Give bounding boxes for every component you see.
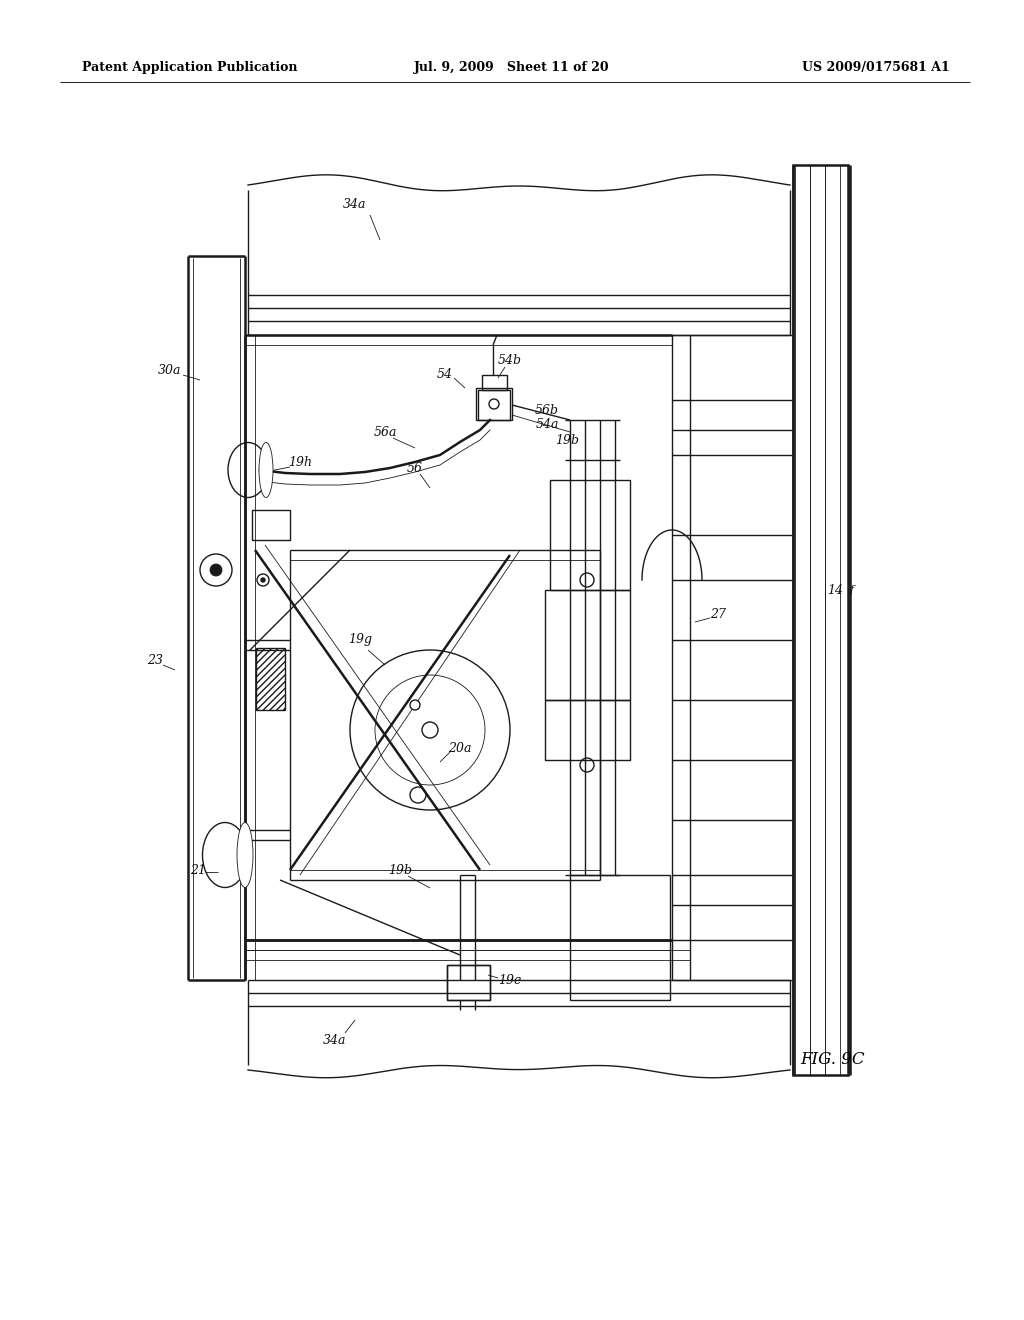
Circle shape — [422, 722, 438, 738]
Circle shape — [410, 700, 420, 710]
Bar — [447, 965, 490, 1001]
Text: Patent Application Publication: Patent Application Publication — [82, 62, 298, 74]
Bar — [570, 875, 670, 1001]
Ellipse shape — [237, 822, 253, 887]
Text: 19b: 19b — [555, 433, 579, 446]
Bar — [476, 388, 512, 420]
Bar — [478, 389, 510, 420]
Text: 20a: 20a — [449, 742, 472, 755]
Text: 19b: 19b — [388, 863, 412, 876]
Text: 34a: 34a — [324, 1034, 347, 1047]
Text: 14: 14 — [827, 583, 843, 597]
Bar — [256, 648, 285, 710]
Text: 21: 21 — [190, 863, 206, 876]
Bar — [252, 510, 290, 540]
Text: FIG. 9C: FIG. 9C — [800, 1052, 864, 1068]
Text: 54: 54 — [437, 368, 453, 381]
Text: 54a: 54a — [536, 418, 559, 432]
Text: 19e: 19e — [499, 974, 521, 986]
Text: 54b: 54b — [498, 354, 522, 367]
Text: 27: 27 — [710, 609, 726, 622]
Text: 19g: 19g — [348, 634, 372, 647]
Text: 19h: 19h — [288, 455, 312, 469]
Ellipse shape — [259, 442, 273, 498]
Text: f: f — [850, 585, 854, 595]
Text: 23: 23 — [147, 653, 163, 667]
Text: 56: 56 — [407, 462, 423, 474]
Text: Jul. 9, 2009   Sheet 11 of 20: Jul. 9, 2009 Sheet 11 of 20 — [414, 62, 610, 74]
Text: 34a: 34a — [343, 198, 367, 211]
Circle shape — [261, 578, 265, 582]
Text: 56b: 56b — [535, 404, 559, 417]
Circle shape — [210, 564, 222, 576]
Bar — [447, 965, 490, 1001]
Text: 30a: 30a — [159, 363, 181, 376]
Bar — [545, 700, 630, 760]
Bar — [545, 590, 630, 700]
Bar — [793, 165, 848, 1074]
Bar — [550, 480, 630, 590]
Text: US 2009/0175681 A1: US 2009/0175681 A1 — [802, 62, 950, 74]
Bar — [482, 375, 507, 389]
Text: 56a: 56a — [374, 425, 396, 438]
